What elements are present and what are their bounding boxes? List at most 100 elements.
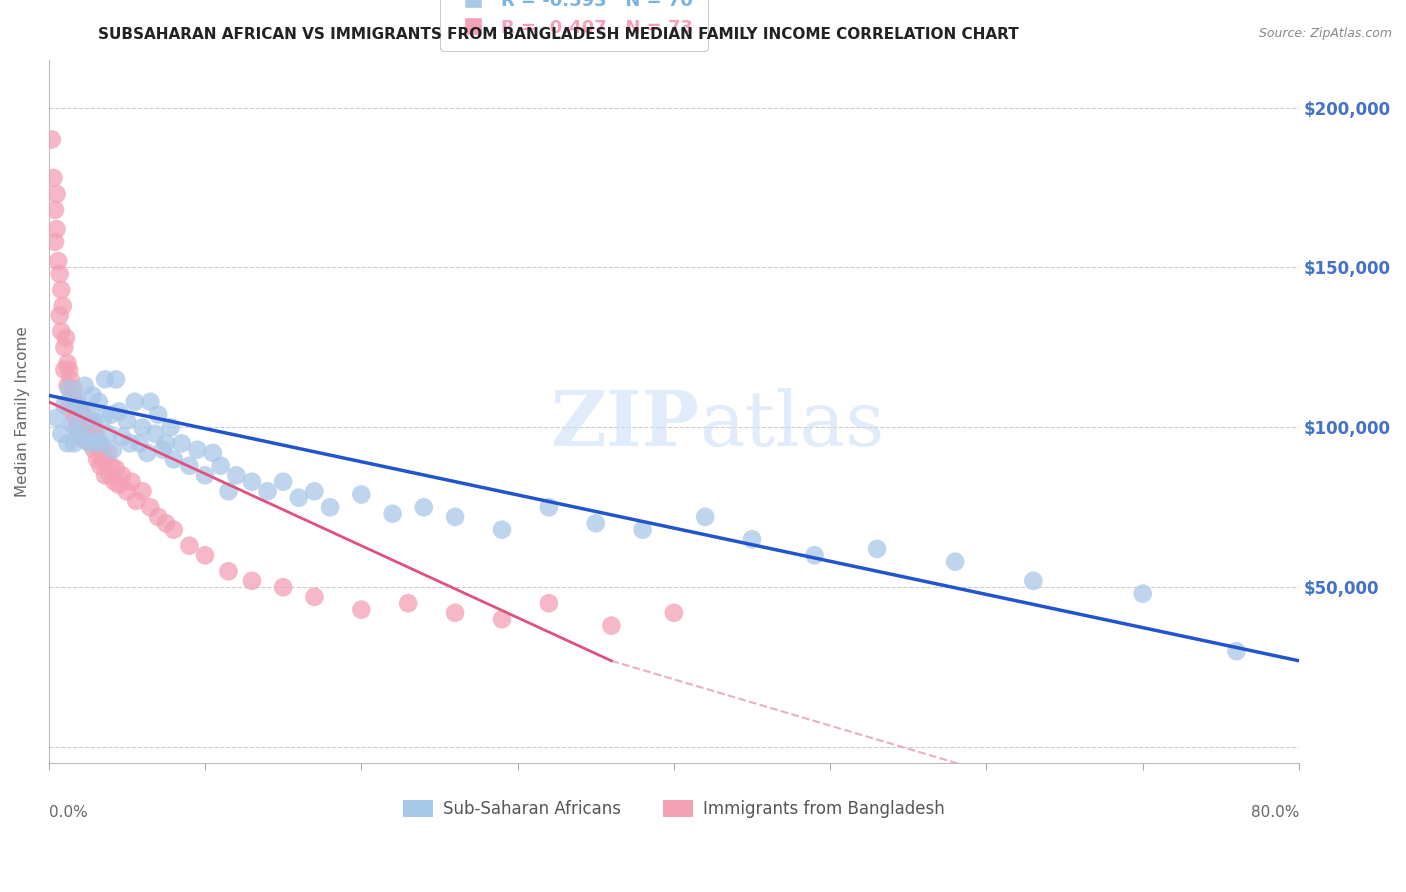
Point <box>104 372 127 386</box>
Point <box>55 331 77 345</box>
Point <box>695 509 717 524</box>
Point <box>741 533 763 547</box>
Point <box>44 235 66 249</box>
Point <box>66 394 89 409</box>
Text: ZIP: ZIP <box>550 388 699 462</box>
Point <box>53 398 76 412</box>
Point <box>48 309 70 323</box>
Point <box>97 426 120 441</box>
Point <box>103 475 125 489</box>
Point <box>53 340 76 354</box>
Point <box>537 596 560 610</box>
Text: 0.0%: 0.0% <box>49 805 87 821</box>
Point <box>444 606 467 620</box>
Point <box>118 436 141 450</box>
Point <box>60 404 83 418</box>
Point <box>240 574 263 588</box>
Point <box>66 394 89 409</box>
Point <box>42 170 65 185</box>
Point <box>87 436 110 450</box>
Point <box>444 509 467 524</box>
Point <box>60 417 83 432</box>
Point <box>108 478 131 492</box>
Point <box>45 186 67 201</box>
Point <box>585 516 607 531</box>
Point <box>146 408 169 422</box>
Point <box>69 430 91 444</box>
Point <box>194 468 217 483</box>
Point <box>271 580 294 594</box>
Point <box>115 484 138 499</box>
Point <box>170 436 193 450</box>
Text: Source: ZipAtlas.com: Source: ZipAtlas.com <box>1258 27 1392 40</box>
Text: atlas: atlas <box>699 388 884 462</box>
Point <box>186 442 208 457</box>
Point <box>201 446 224 460</box>
Point <box>163 452 186 467</box>
Point <box>104 462 127 476</box>
Point <box>76 430 98 444</box>
Point <box>59 372 82 386</box>
Point <box>179 458 201 473</box>
Point <box>1022 574 1045 588</box>
Point <box>60 388 83 402</box>
Y-axis label: Median Family Income: Median Family Income <box>15 326 30 497</box>
Point <box>44 202 66 217</box>
Point <box>139 394 162 409</box>
Point <box>94 468 117 483</box>
Point <box>45 222 67 236</box>
Point <box>72 430 94 444</box>
Point <box>1225 644 1247 658</box>
Point <box>240 475 263 489</box>
Point <box>131 484 153 499</box>
Point <box>111 430 134 444</box>
Point <box>125 494 148 508</box>
Point <box>89 458 111 473</box>
Point <box>73 433 96 447</box>
Point <box>155 516 177 531</box>
Point <box>225 468 247 483</box>
Point <box>84 426 107 441</box>
Point <box>84 433 107 447</box>
Point <box>152 442 174 457</box>
Point <box>98 468 121 483</box>
Point <box>70 404 93 418</box>
Point <box>115 414 138 428</box>
Point <box>139 500 162 515</box>
Point <box>79 436 101 450</box>
Point <box>128 436 150 450</box>
Point <box>350 487 373 501</box>
Point <box>51 283 73 297</box>
Point <box>83 414 105 428</box>
Point <box>111 468 134 483</box>
Point <box>319 500 342 515</box>
Point <box>101 442 124 457</box>
Point <box>79 414 101 428</box>
Point <box>94 372 117 386</box>
Point <box>271 475 294 489</box>
Point <box>62 436 84 450</box>
Point <box>56 356 79 370</box>
Point <box>163 523 186 537</box>
Point <box>256 484 278 499</box>
Point <box>90 442 112 457</box>
Point <box>58 394 80 409</box>
Point <box>350 602 373 616</box>
Point <box>537 500 560 515</box>
Point <box>51 426 73 441</box>
Point <box>75 410 97 425</box>
Point <box>662 606 685 620</box>
Point <box>89 436 111 450</box>
Point <box>51 325 73 339</box>
Point <box>600 618 623 632</box>
Point <box>58 363 80 377</box>
Point <box>93 410 115 425</box>
Point <box>87 394 110 409</box>
Point <box>65 410 87 425</box>
Point <box>93 452 115 467</box>
Point <box>100 458 122 473</box>
Point <box>56 378 79 392</box>
Point <box>62 382 84 396</box>
Point <box>67 398 90 412</box>
Point <box>83 442 105 457</box>
